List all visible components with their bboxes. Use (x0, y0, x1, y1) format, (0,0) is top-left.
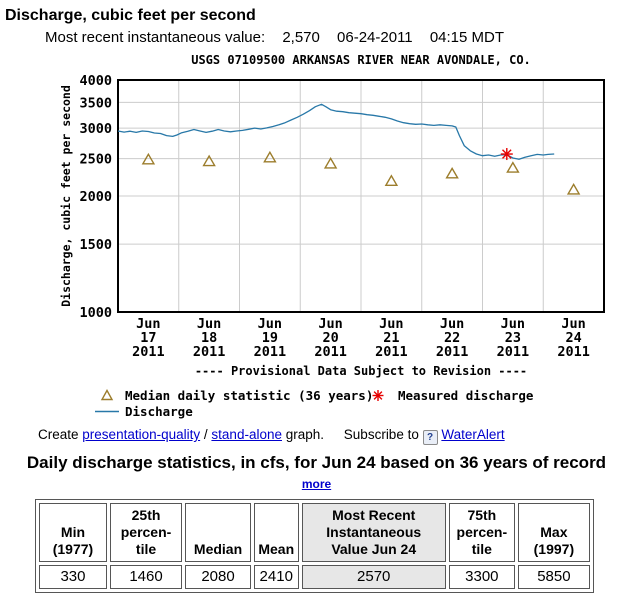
plot-border (117, 79, 605, 313)
legend-median-label: Median daily statistic (36 years) (125, 388, 373, 403)
median-triangle-marker (445, 166, 459, 179)
graph-links-row: Create presentation-quality / stand-alon… (38, 426, 633, 445)
most-recent-time: 04:15 MDT (429, 29, 505, 46)
legend-measured-asterisk-icon (372, 390, 384, 401)
median-triangle-marker (323, 157, 338, 169)
stats-col-header: Max (1997) (517, 503, 590, 562)
chart-legend: Median daily statistic (36 years) Measure… (95, 388, 534, 419)
svg-text:23: 23 (505, 330, 521, 346)
measured-discharge-marker (500, 148, 513, 161)
stats-value-cell: 5850 (517, 565, 590, 589)
daily-statistics-table: Min (1977) 25th percen- tile Median Mean Mos… (35, 499, 594, 593)
median-triangle-marker (566, 183, 581, 195)
stats-value-cell: 2410 (253, 565, 299, 589)
stats-col-header: Most Recent Instantaneous Value Jun 24 (301, 503, 446, 562)
median-triangle-marker (506, 161, 520, 173)
svg-text:2011: 2011 (375, 344, 408, 360)
presentation-quality-link[interactable]: presentation-quality (82, 427, 201, 442)
graph-label: graph. (285, 427, 325, 442)
median-triangle-marker (263, 150, 277, 163)
svg-text:Jun: Jun (561, 316, 585, 332)
stats-value-cell: 330 (39, 565, 107, 589)
discharge-line (117, 103, 555, 160)
svg-text:Jun: Jun (318, 316, 342, 332)
svg-text:21: 21 (383, 330, 399, 346)
most-recent-date: 06-24-2011 (337, 29, 413, 46)
svg-text:24: 24 (565, 330, 581, 346)
wateralert-link[interactable]: WaterAlert (441, 427, 505, 442)
svg-text:Jun: Jun (197, 316, 221, 332)
svg-text:2500: 2500 (79, 152, 112, 168)
svg-text:3000: 3000 (79, 121, 112, 137)
stats-value-cell: 2080 (185, 565, 251, 589)
stand-alone-link[interactable]: stand-alone (211, 427, 282, 442)
most-recent-label: Most recent instantaneous value: (45, 29, 266, 46)
y-axis-tick-labels: 4000 3500 3000 2500 2000 1500 1000 (79, 73, 112, 321)
x-axis-tick-labels: Jun172011Jun182011Jun192011Jun202011Jun2… (132, 316, 590, 360)
legend-median-triangle-icon (100, 389, 114, 401)
svg-text:4000: 4000 (79, 73, 112, 89)
svg-text:Jun: Jun (379, 316, 403, 332)
stats-col-header: 25th percen- tile (109, 503, 183, 562)
svg-text:2011: 2011 (314, 344, 347, 360)
help-icon[interactable]: ? (422, 430, 438, 445)
more-link[interactable]: more (301, 477, 332, 491)
subscribe-label: Subscribe to (343, 427, 419, 442)
legend-discharge-label: Discharge (125, 404, 193, 419)
svg-text:1000: 1000 (79, 305, 112, 321)
svg-text:1500: 1500 (79, 237, 112, 253)
y-axis-label: Discharge, cubic feet per second (59, 85, 73, 307)
svg-text:Jun: Jun (258, 316, 282, 332)
stats-heading-text: Daily discharge statistics, in cfs, for … (26, 453, 607, 472)
stats-col-header: 75th percen- tile (448, 503, 515, 562)
gridlines (118, 80, 604, 312)
stats-col-header: Min (1977) (39, 503, 107, 562)
stats-value-cell: 3300 (448, 565, 515, 589)
page-title: Discharge, cubic feet per second (5, 7, 256, 24)
svg-text:2011: 2011 (193, 344, 226, 360)
median-triangle-marker (202, 154, 216, 167)
svg-text:Jun: Jun (440, 316, 464, 332)
stats-col-header: Mean (253, 503, 299, 562)
stats-value-cell: 1460 (109, 565, 183, 589)
chart-title: USGS 07109500 ARKANSAS RIVER NEAR AVONDA… (191, 53, 531, 67)
median-triangle-marker (384, 174, 399, 187)
stats-col-header: Median (185, 503, 251, 562)
svg-text:18: 18 (201, 330, 217, 346)
discharge-graph-svg: USGS 07109500 ARKANSAS RIVER NEAR AVONDA… (59, 53, 605, 419)
svg-text:2011: 2011 (557, 344, 590, 360)
usgs-discharge-page: Discharge, cubic feet per second Most re… (0, 7, 633, 593)
stats-heading: Daily discharge statistics, in cfs, for … (17, 453, 617, 494)
svg-text:2011: 2011 (497, 344, 530, 360)
svg-text:17: 17 (140, 330, 156, 346)
svg-text:Jun: Jun (501, 316, 525, 332)
link-separator: / (203, 427, 208, 442)
svg-text:Jun: Jun (136, 316, 160, 332)
svg-text:22: 22 (444, 330, 460, 346)
svg-text:3500: 3500 (79, 95, 112, 111)
svg-text:19: 19 (262, 330, 278, 346)
median-triangle-marker (141, 152, 156, 165)
most-recent-value: 2,570 (282, 29, 320, 46)
svg-text:2011: 2011 (254, 344, 287, 360)
stats-value-cell: 2570 (301, 565, 446, 589)
median-markers (141, 150, 581, 195)
legend-measured-label: Measured discharge (398, 388, 534, 403)
svg-text:2000: 2000 (79, 189, 112, 205)
create-label: Create (38, 427, 79, 442)
discharge-chart: USGS 07109500 ARKANSAS RIVER NEAR AVONDA… (0, 48, 633, 420)
most-recent-line: Most recent instantaneous value: 2,570 0… (45, 29, 633, 46)
svg-text:2011: 2011 (132, 344, 165, 360)
svg-text:20: 20 (322, 330, 338, 346)
svg-text:2011: 2011 (436, 344, 469, 360)
provisional-note: ---- Provisional Data Subject to Revisio… (195, 364, 527, 378)
